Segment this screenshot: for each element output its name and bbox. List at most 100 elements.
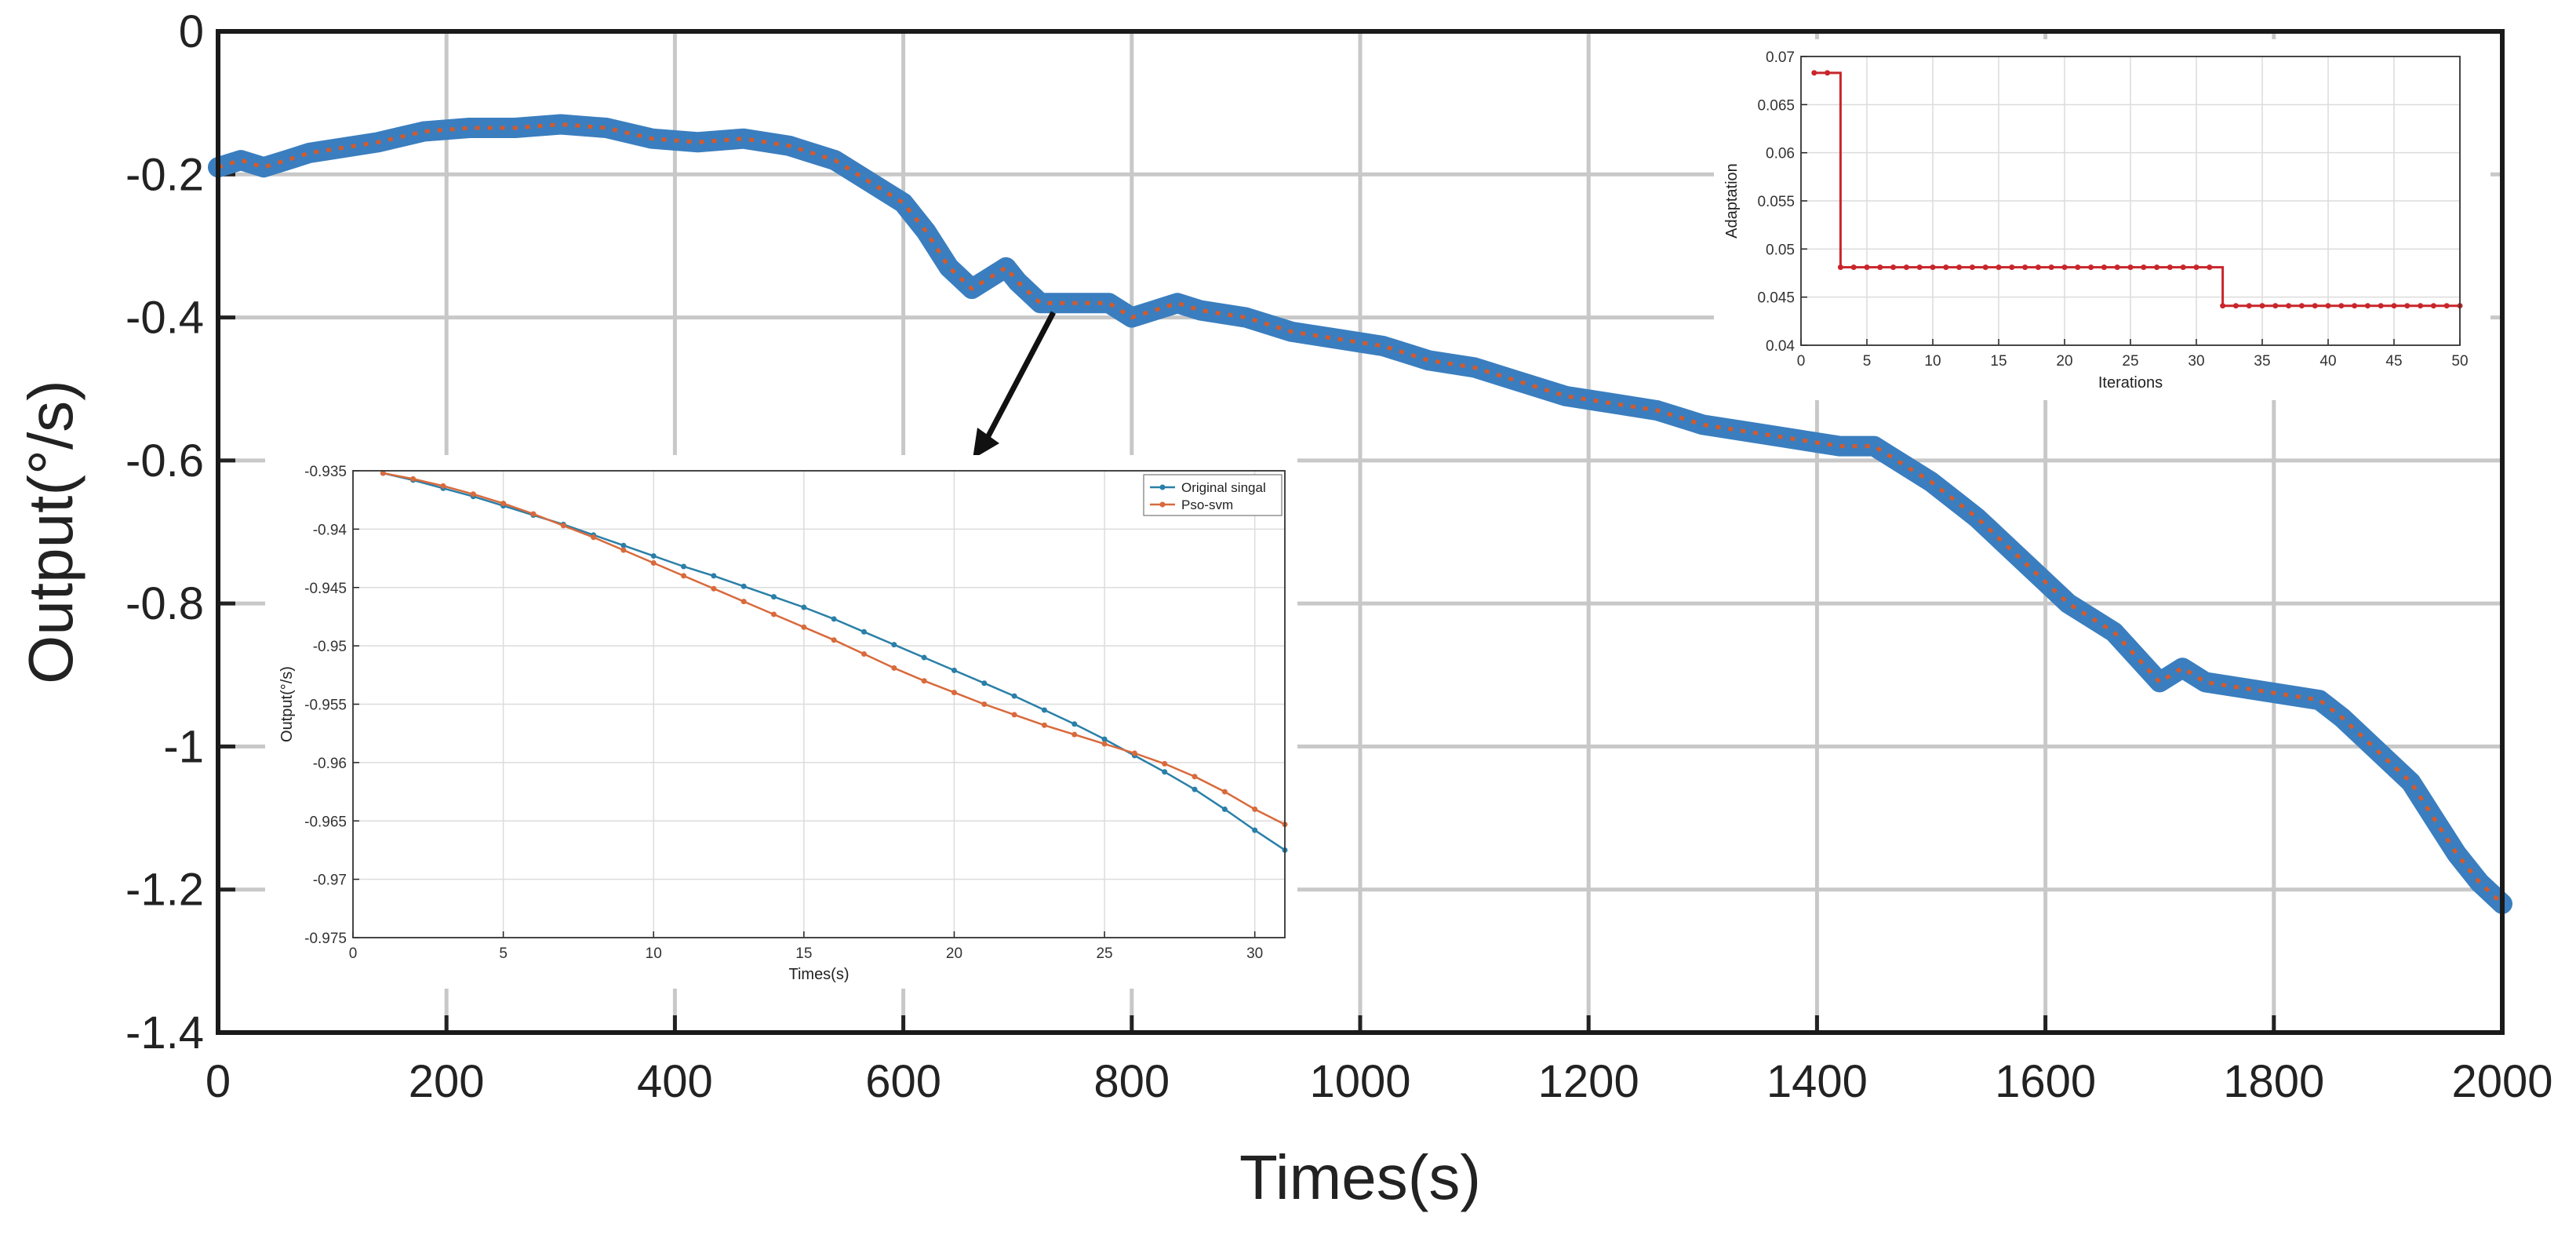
zoom-y-tick-label: -0.945 [304, 581, 347, 597]
zoom-series-original-point [740, 583, 747, 589]
main-x-tick-label: 2000 [2451, 1056, 2552, 1107]
zoom-x-axis-label: Times(s) [788, 966, 849, 983]
adaptation-series-point [2418, 303, 2424, 309]
zoom-series-pso-svm-point [1072, 731, 1078, 738]
adaptation-series-point [2272, 303, 2279, 309]
inset-adaptation-chart: 0 5 10 15 20 25 30 35 40 45 50 0.04 0.045 0.05 0.055 0.… [1714, 39, 2490, 400]
main-x-tick-label: 1800 [2223, 1056, 2324, 1107]
adaptation-x-tick-label: 20 [2056, 353, 2072, 370]
adaptation-series-point [2286, 303, 2292, 309]
main-y-axis-label: Output(°/s) [16, 380, 86, 684]
zoom-series-original-point [801, 604, 807, 610]
main-x-tick-label: 1600 [1995, 1056, 2096, 1107]
zoom-series-original-point [951, 667, 957, 673]
adaptation-y-tick-label: 0.05 [1766, 242, 1795, 258]
zoom-legend-box [1143, 474, 1283, 516]
adaptation-series-point [2338, 303, 2345, 309]
adaptation-series-point [2220, 303, 2226, 309]
zoom-series-original-point [1221, 806, 1228, 812]
zoom-series-pso-svm-point [620, 547, 627, 553]
adaptation-series-point [2075, 264, 2081, 271]
zoom-legend: Original singal Pso-svm [1143, 474, 1283, 516]
main-y-tick-label: -0.6 [126, 435, 204, 486]
adaptation-y-axis-label: Adaptation [1723, 163, 1741, 239]
adaptation-series-point [2167, 264, 2173, 271]
zoom-legend-marker-pso-svm [1159, 501, 1166, 508]
zoom-series-original-point [921, 654, 927, 661]
zoom-series-pso-svm-point [981, 701, 988, 707]
zoom-x-tick-label: 25 [1096, 945, 1112, 962]
main-x-tick-label: 800 [1093, 1056, 1170, 1107]
inset-zoom-chart: 0 5 10 15 20 25 30 -0.935 -0.94 -0.945 -0.95 -0.955… [265, 455, 1297, 989]
zoom-series-pso-svm-point [1221, 789, 1228, 795]
adaptation-x-tick-label: 50 [2451, 353, 2468, 370]
main-x-tick-label: 200 [409, 1056, 485, 1107]
inset-adaptation-frame [1800, 56, 2461, 346]
zoom-series-pso-svm-point [771, 611, 777, 618]
zoom-x-tick-label: 15 [795, 945, 812, 962]
zoom-series-original-point [711, 573, 717, 579]
zoom-series-pso-svm-point [440, 483, 446, 489]
zoom-x-tick-label: 10 [646, 945, 662, 962]
adaptation-series-point [2364, 303, 2370, 309]
adaptation-series-point [2022, 264, 2028, 271]
adaptation-series-point [2404, 303, 2410, 309]
adaptation-y-tick-label: 0.045 [1757, 290, 1795, 307]
zoom-series-pso-svm-point [1131, 750, 1137, 756]
adaptation-x-tick-label: 5 [1863, 353, 1872, 370]
main-y-tick-label: -1.4 [126, 1007, 204, 1058]
zoom-series-pso-svm-point [1162, 760, 1168, 767]
zoom-y-tick-label: -0.95 [313, 639, 347, 655]
zoom-series-original-point [891, 642, 897, 648]
adaptation-series-point [1982, 264, 1988, 271]
zoom-legend-marker-original [1159, 484, 1166, 490]
zoom-series-original-point [1162, 769, 1168, 775]
main-y-tick-label: -0.8 [126, 578, 204, 629]
zoom-y-tick-label: -0.97 [313, 873, 347, 889]
adaptation-series-point [2101, 264, 2107, 271]
adaptation-series-point [2141, 264, 2147, 271]
adaptation-series-point [2259, 303, 2265, 309]
adaptation-series-point [1811, 70, 1817, 76]
zoom-y-tick-label: -0.94 [313, 522, 347, 538]
zoom-series-pso-svm-point [951, 690, 957, 696]
zoom-series-original-point [1252, 827, 1258, 833]
main-y-tick-label: -0.4 [126, 293, 204, 344]
adaptation-series-point [1850, 264, 1857, 271]
zoom-series-pso-svm-point [740, 599, 747, 605]
zoom-series-original-point [1101, 736, 1108, 742]
zoom-x-tick-label: 20 [946, 945, 962, 962]
zoom-series-pso-svm-point [1252, 806, 1258, 812]
main-x-tick-label: 1400 [1766, 1056, 1868, 1107]
main-y-tick-label: -1 [163, 721, 204, 772]
adaptation-series-point [1825, 70, 1831, 76]
adaptation-series-point [2193, 264, 2199, 271]
adaptation-series-point [2312, 303, 2318, 309]
adaptation-series-point [2232, 303, 2239, 309]
zoom-series-original-point [771, 594, 777, 600]
main-axes-frame [216, 29, 2505, 1035]
zoom-series-pso-svm-point [470, 491, 476, 497]
adaptation-x-tick-label: 35 [2254, 353, 2270, 370]
zoom-series-pso-svm-point [921, 678, 927, 684]
zoom-series-pso-svm-point [860, 651, 867, 658]
main-x-tick-label: 1200 [1538, 1056, 1639, 1107]
zoom-arrow-head [973, 428, 999, 459]
zoom-series-pso-svm-point [591, 534, 597, 541]
adaptation-series-point [2154, 264, 2160, 271]
adaptation-series-point [1916, 264, 1923, 271]
inset-zoom-frame [352, 470, 1286, 938]
zoom-series-pso-svm-point [560, 523, 566, 529]
adaptation-x-tick-label: 40 [2319, 353, 2336, 370]
adaptation-series-point [1969, 264, 1975, 271]
zoom-series-pso-svm-point [1041, 722, 1047, 728]
adaptation-series-point [1996, 264, 2002, 271]
adaptation-series-point [1877, 264, 1883, 271]
zoom-x-tick-label: 30 [1246, 945, 1263, 962]
adaptation-series-point [2088, 264, 2094, 271]
adaptation-series-point [2114, 264, 2120, 271]
adaptation-series-point [1903, 264, 1909, 271]
zoom-series-pso-svm-point [891, 665, 897, 671]
adaptation-y-tick-label: 0.065 [1757, 97, 1795, 114]
